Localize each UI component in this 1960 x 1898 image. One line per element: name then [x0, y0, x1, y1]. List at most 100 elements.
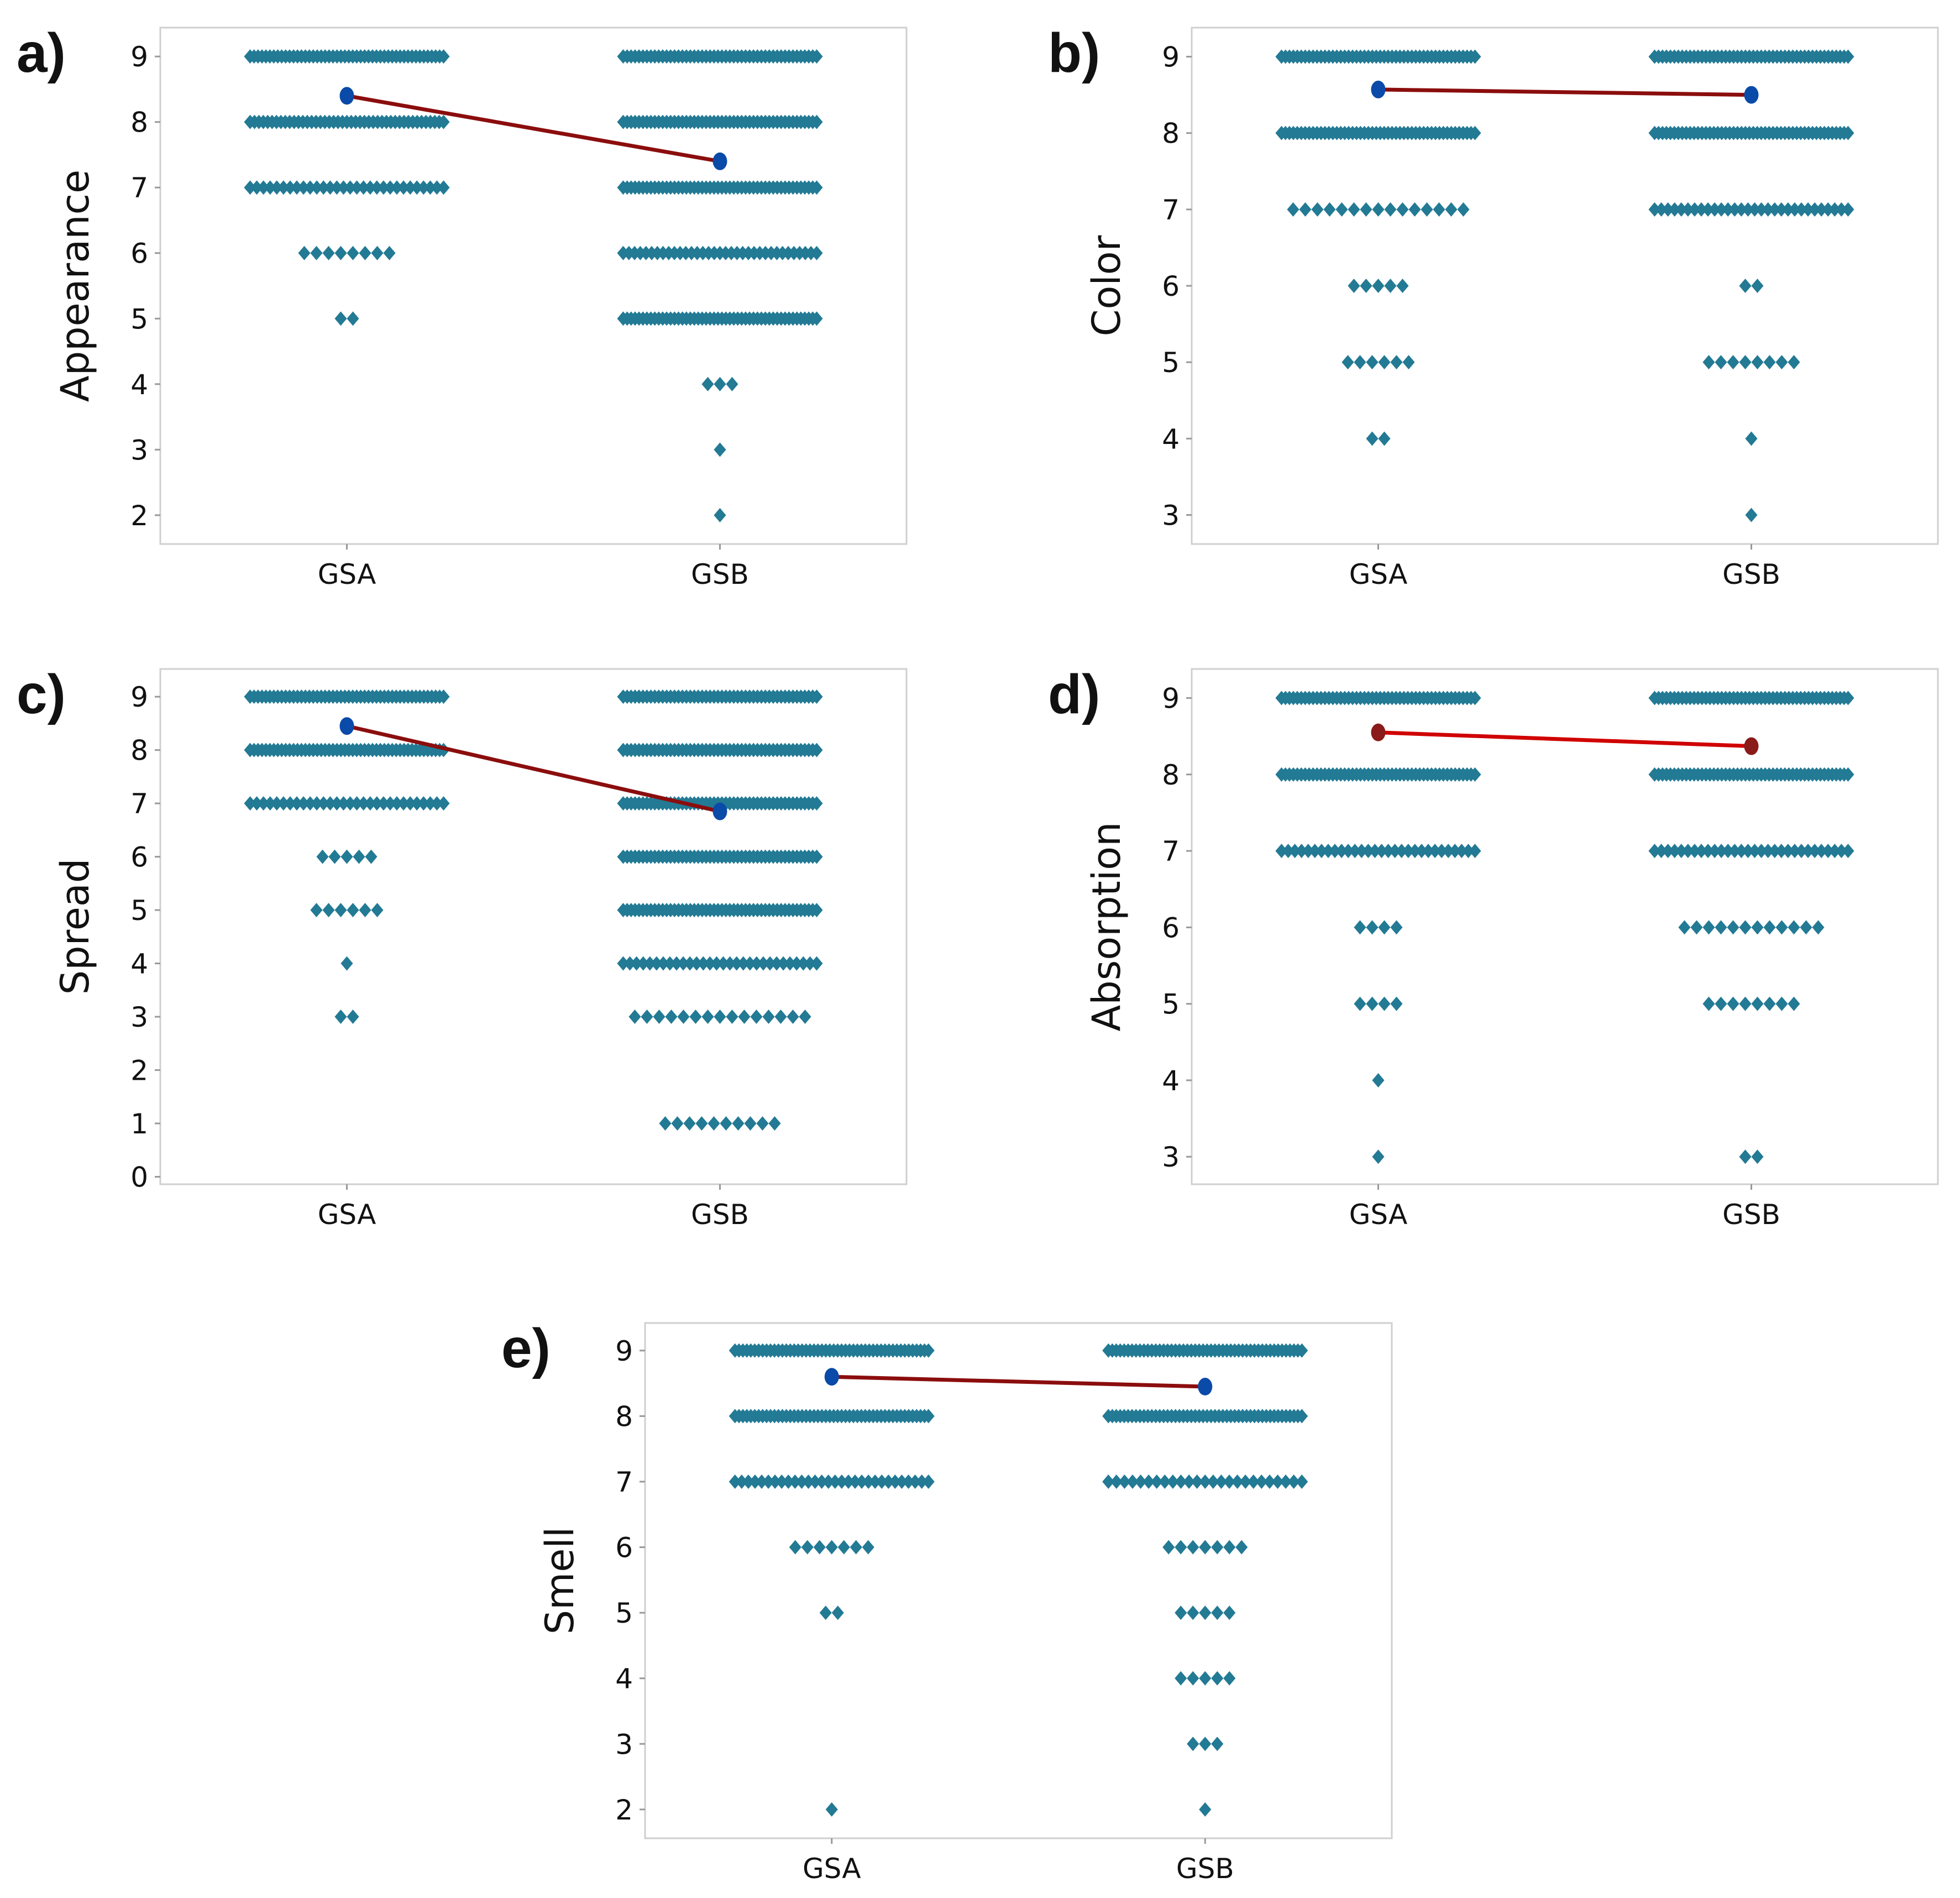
data-point — [1402, 355, 1415, 370]
data-point — [1702, 996, 1715, 1011]
data-point — [1739, 279, 1752, 293]
data-point — [1449, 844, 1461, 859]
data-point — [695, 1116, 708, 1131]
y-tick-label: 9 — [1162, 41, 1180, 74]
data-point — [809, 1474, 821, 1489]
data-point — [1175, 1671, 1187, 1686]
data-point — [775, 1474, 788, 1489]
data-point — [671, 1116, 684, 1131]
data-point — [1211, 1737, 1224, 1751]
data-point — [1396, 279, 1409, 293]
data-point — [1296, 1343, 1308, 1358]
plot-frame — [1191, 668, 1939, 1185]
data-point — [810, 245, 823, 260]
plot-frame — [644, 1322, 1393, 1839]
data-point — [1382, 844, 1395, 859]
data-point — [1143, 1474, 1155, 1489]
data-point — [1175, 1540, 1187, 1555]
data-point — [357, 796, 370, 811]
data-point — [795, 1474, 808, 1489]
data-point — [1355, 844, 1368, 859]
data-point — [437, 49, 450, 64]
data-point — [1175, 1474, 1187, 1489]
y-axis-label: Appearance — [53, 170, 98, 402]
panel-d: 3 4 5 6 7 8 9 GSA GSB Absorption d) — [1048, 663, 1939, 1231]
data-point — [1788, 355, 1800, 370]
data-point — [1751, 1149, 1764, 1164]
data-point — [835, 1474, 848, 1489]
y-tick-label: 3 — [1162, 1141, 1180, 1173]
y-tick-label: 5 — [130, 303, 148, 335]
data-point — [1745, 431, 1758, 446]
data-point — [297, 180, 310, 195]
data-point — [1408, 844, 1421, 859]
data-point — [1375, 844, 1388, 859]
data-point — [1134, 1474, 1147, 1489]
data-point — [1207, 1474, 1219, 1489]
data-point — [1162, 1540, 1175, 1555]
x-tick-label: GSA — [1349, 1199, 1408, 1231]
data-point — [290, 180, 303, 195]
y-tick-label: 4 — [615, 1663, 633, 1695]
data-point — [1742, 844, 1754, 859]
data-point — [1795, 202, 1808, 217]
data-point — [1388, 844, 1401, 859]
data-point — [1722, 844, 1734, 859]
data-point — [437, 689, 450, 704]
data-point — [876, 1474, 888, 1489]
data-point — [1175, 1606, 1187, 1620]
data-point — [862, 1474, 875, 1489]
data-point — [311, 180, 323, 195]
data-point — [1648, 202, 1661, 217]
y-tick-label: 3 — [615, 1728, 633, 1760]
data-point — [431, 180, 443, 195]
y-tick-label: 7 — [1162, 194, 1180, 226]
panel-e: 2 3 4 5 6 7 8 9 GSA GSB Smell e) — [501, 1317, 1393, 1885]
data-point — [804, 956, 816, 971]
data-point — [1727, 920, 1739, 935]
y-tick-label: 5 — [615, 1597, 633, 1629]
data-point — [1802, 844, 1815, 859]
data-point — [1255, 1474, 1268, 1489]
data-point — [1727, 996, 1739, 1011]
data-point — [815, 1474, 828, 1489]
data-point — [1681, 202, 1694, 217]
data-point — [623, 956, 636, 971]
data-point — [1835, 844, 1848, 859]
data-point — [643, 956, 656, 971]
data-point — [284, 180, 296, 195]
data-point — [1366, 431, 1379, 446]
data-point — [1788, 844, 1801, 859]
data-point — [831, 1606, 844, 1620]
data-point — [1280, 1474, 1292, 1489]
y-tick-label: 9 — [130, 41, 148, 73]
data-point — [677, 956, 690, 971]
data-point — [1469, 49, 1481, 64]
y-tick-label: 9 — [1162, 683, 1180, 715]
data-point — [802, 1474, 815, 1489]
data-point — [331, 180, 343, 195]
data-point — [1462, 844, 1475, 859]
data-point — [1390, 355, 1403, 370]
mean-marker — [339, 717, 354, 735]
data-point — [1668, 844, 1681, 859]
data-point — [377, 180, 390, 195]
data-point — [1781, 844, 1794, 859]
panel-c: 0 1 2 3 4 5 6 7 8 9 GSA GSB Spread c) — [17, 663, 908, 1231]
data-point — [735, 1474, 748, 1489]
data-point — [1110, 1474, 1123, 1489]
data-point — [762, 1474, 775, 1489]
mean-connect-line — [831, 1374, 1206, 1389]
data-point — [370, 796, 383, 811]
data-point — [742, 1474, 754, 1489]
data-point — [1727, 355, 1739, 370]
data-point — [1199, 1802, 1212, 1817]
panel-letter: a) — [17, 22, 66, 84]
data-point — [390, 796, 403, 811]
data-point — [277, 180, 290, 195]
data-point — [364, 180, 376, 195]
y-tick-label: 0 — [130, 1161, 148, 1193]
data-point — [1815, 202, 1828, 217]
mean-connect-line — [346, 724, 721, 814]
